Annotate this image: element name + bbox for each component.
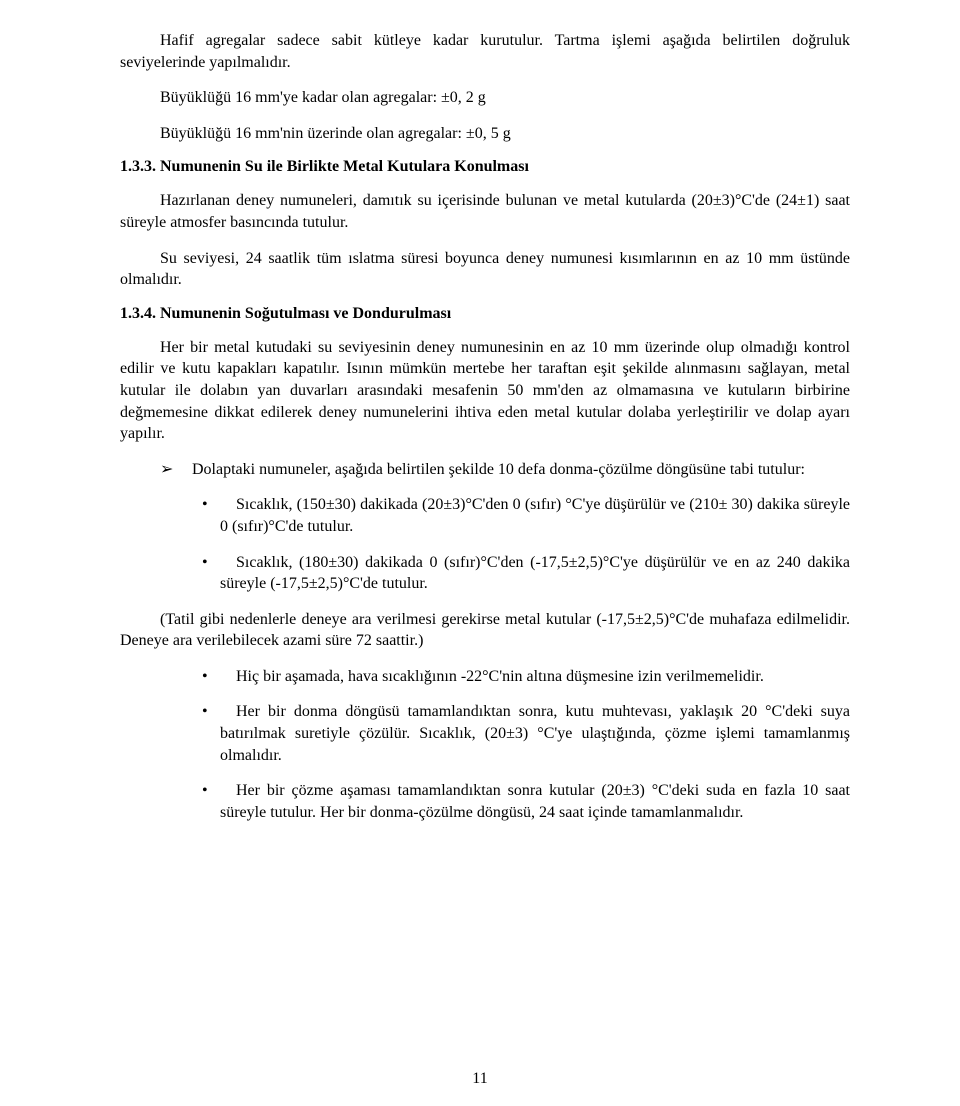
bullet-icon: •	[202, 552, 208, 574]
paragraph: Her bir metal kutudaki su seviyesinin de…	[120, 337, 850, 445]
bullet-icon: •	[202, 666, 208, 688]
bullet-list-item: • Her bir donma döngüsü tamamlandıktan s…	[220, 701, 850, 766]
bullet-list-item: • Sıcaklık, (150±30) dakikada (20±3)°C'd…	[220, 494, 850, 537]
bullet-list-item: • Sıcaklık, (180±30) dakikada 0 (sıfır)°…	[220, 552, 850, 595]
bullet-text: Sıcaklık, (150±30) dakikada (20±3)°C'den…	[220, 496, 850, 535]
paragraph: Hazırlanan deney numuneleri, damıtık su …	[120, 190, 850, 233]
bullet-icon: •	[202, 780, 208, 802]
bullet-icon: •	[202, 494, 208, 516]
paragraph: Hafif agregalar sadece sabit kütleye kad…	[120, 30, 850, 73]
page-number: 11	[0, 1070, 960, 1088]
paragraph: Büyüklüğü 16 mm'nin üzerinde olan agrega…	[120, 123, 850, 145]
arrow-icon: ➢	[160, 459, 173, 481]
bullet-list-item: • Hiç bir aşamada, hava sıcaklığının -22…	[220, 666, 850, 688]
bullet-text: Her bir donma döngüsü tamamlandıktan son…	[220, 703, 850, 763]
heading-1-3-3: 1.3.3. Numunenin Su ile Birlikte Metal K…	[120, 158, 850, 176]
page-container: Hafif agregalar sadece sabit kütleye kad…	[0, 0, 960, 1106]
bullet-text: Sıcaklık, (180±30) dakikada 0 (sıfır)°C'…	[220, 554, 850, 593]
paragraph: Büyüklüğü 16 mm'ye kadar olan agregalar:…	[120, 87, 850, 109]
arrow-text: Dolaptaki numuneler, aşağıda belirtilen …	[192, 461, 805, 478]
paragraph: Su seviyesi, 24 saatlik tüm ıslatma süre…	[120, 248, 850, 291]
bullet-icon: •	[202, 701, 208, 723]
paragraph: (Tatil gibi nedenlerle deneye ara verilm…	[120, 609, 850, 652]
bullet-text: Hiç bir aşamada, hava sıcaklığının -22°C…	[236, 668, 764, 685]
bullet-text: Her bir çözme aşaması tamamlandıktan son…	[220, 782, 850, 821]
arrow-list-item: ➢ Dolaptaki numuneler, aşağıda belirtile…	[192, 459, 850, 481]
bullet-list-item: • Her bir çözme aşaması tamamlandıktan s…	[220, 780, 850, 823]
heading-1-3-4: 1.3.4. Numunenin Soğutulması ve Dondurul…	[120, 305, 850, 323]
